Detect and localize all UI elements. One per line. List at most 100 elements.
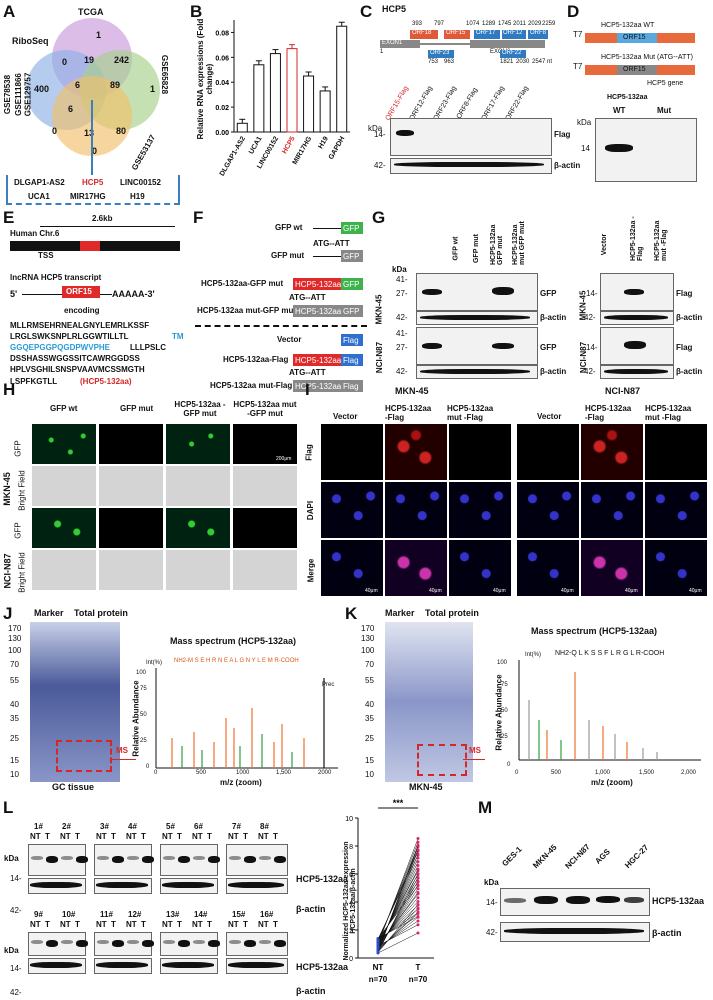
f-flag-text: Flag (343, 336, 359, 345)
l-pair-line (377, 905, 419, 943)
l-m42-1: 42- (10, 906, 22, 915)
l-point-t (416, 900, 420, 903)
h-img (233, 508, 297, 548)
b-category-label: DLGAP1-AS2 (219, 135, 247, 177)
l-band (274, 940, 286, 947)
j-tissue: GC tissue (52, 782, 95, 792)
venn-title-tcga: TCGA (78, 7, 104, 17)
l-point-t (416, 896, 420, 900)
l-xlabel: NT (373, 963, 384, 972)
g-actin-band (420, 315, 530, 320)
f-atg2: ATG--ATT (289, 293, 326, 302)
f-hcpmut-gfp: HCP5-132aa mut-GFP mut (197, 306, 296, 315)
f-flag-box3 (341, 380, 363, 392)
j-xtick: 2000 (318, 770, 332, 776)
l-point-t (416, 906, 420, 910)
k-xtick: 0 (515, 770, 519, 776)
j-xlabel: m/z (zoom) (220, 778, 262, 787)
l-point-nt (376, 950, 380, 954)
l-sample-id: 12# (128, 910, 142, 919)
l-pair-line (377, 849, 419, 941)
d-wt-label: HCP5-132aa WT (601, 22, 655, 29)
g-actin-band (604, 315, 668, 320)
l-sample-id: 4# (128, 822, 137, 831)
i-cell-mkn: MKN-45 (395, 386, 429, 396)
h-bf (99, 466, 163, 506)
j-prec: Prec (322, 682, 335, 688)
d-marker14: 14 (581, 144, 590, 153)
l-pair-line (377, 901, 419, 944)
l-nt-t: T (243, 832, 248, 841)
j-ytick: 50 (140, 712, 147, 718)
panel-label-i: I (305, 380, 310, 399)
f-gfp-text: GFP (343, 280, 360, 289)
d-mut-label: HCP5-132aa Mut (ATG--ATT) (601, 54, 693, 61)
l-band (178, 856, 190, 863)
f-gfp-text: GFP (343, 224, 360, 233)
g-actin-band (604, 369, 668, 374)
panel-b-chart: 0.00 0.02 0.04 0.06 0.08 DLGAP1-AS2 UCA1 LINC00… (190, 0, 355, 205)
l-actin-band (30, 882, 82, 888)
g-lane: GFP wt (452, 236, 460, 261)
k-xtick: 2,000 (681, 770, 697, 776)
coord: 797 (434, 21, 445, 27)
orf12-label: ORF12 (503, 30, 523, 36)
k-marker: Marker (385, 608, 415, 618)
b-ytick-label: 0.04 (215, 80, 229, 87)
k-kda: 130 (361, 634, 375, 643)
g-flag-label: Flag (676, 343, 693, 352)
k-gel (385, 622, 473, 782)
gene-mir17hg: MIR17HG (70, 192, 106, 201)
l-sample-id: 14# (194, 910, 208, 919)
l-band (259, 940, 271, 944)
j-kda: 15 (10, 756, 19, 765)
k-total: Total protein (425, 608, 479, 618)
l-actin-band (30, 962, 82, 968)
l-pair-line (377, 881, 419, 941)
m-actin: β-actin (652, 928, 682, 938)
h-row-gfp: GFP (13, 440, 23, 457)
i-image (645, 540, 707, 596)
l-band (46, 940, 58, 947)
l-ylabel: Normalized HCP5-132aa expression HCP5-13… (343, 841, 357, 961)
l-nt-t: NT (30, 920, 41, 929)
venn-num: 89 (110, 80, 121, 90)
panel-m: GES-1 MKN-45 NCI-N87 AGS HGC-27 kDa 14- … (478, 798, 713, 1000)
i-image (517, 482, 579, 538)
l-nt-t: T (177, 832, 182, 841)
l-point-t (416, 923, 420, 927)
l-sample-id: 11# (100, 910, 113, 919)
venn-num: 1 (96, 30, 102, 40)
k-kda: 25 (365, 734, 374, 743)
c-marker42: 42- (374, 161, 386, 170)
venn-arrow (91, 100, 93, 175)
e-three: AAAAA-3' (112, 289, 155, 299)
b-bar (253, 64, 265, 133)
k-kda: 70 (365, 660, 374, 669)
panel-f: GFP wt GFP ATG--ATT GFP mut GFP HCP5-132… (193, 205, 368, 380)
g-actin-label: β-actin (540, 313, 567, 322)
k-ytick: 0 (507, 762, 511, 768)
g-actin-label: β-actin (676, 313, 703, 322)
l-band (178, 940, 190, 947)
g-gfp-band (422, 343, 442, 349)
h-bf (166, 466, 230, 506)
j-marker: Marker (34, 608, 64, 618)
l-point-nt (376, 939, 380, 943)
d-mut-orf (617, 65, 657, 75)
l-nt-t: T (111, 920, 116, 929)
g-lane-r: HCP5-132aa -Flag (630, 216, 644, 261)
l-point-nt (376, 942, 380, 946)
l-point-t (416, 879, 420, 883)
k-kda: 10 (365, 770, 374, 779)
gene-uca1: UCA1 (28, 192, 50, 201)
g-lane: HCP5-132aa mut GFP mut (512, 221, 526, 265)
k-xlabel: m/z (zoom) (591, 778, 633, 787)
c-lane: ORF23-Flag (432, 85, 458, 122)
l-pair-line (377, 897, 419, 945)
l-paired-plot: 0 2 4 6 8 10 *** NT Tn=70 n=70 (345, 798, 434, 984)
venn-diagram (26, 18, 160, 156)
j-ytick: 100 (136, 670, 147, 676)
l-kda-1: kDa (4, 854, 19, 863)
